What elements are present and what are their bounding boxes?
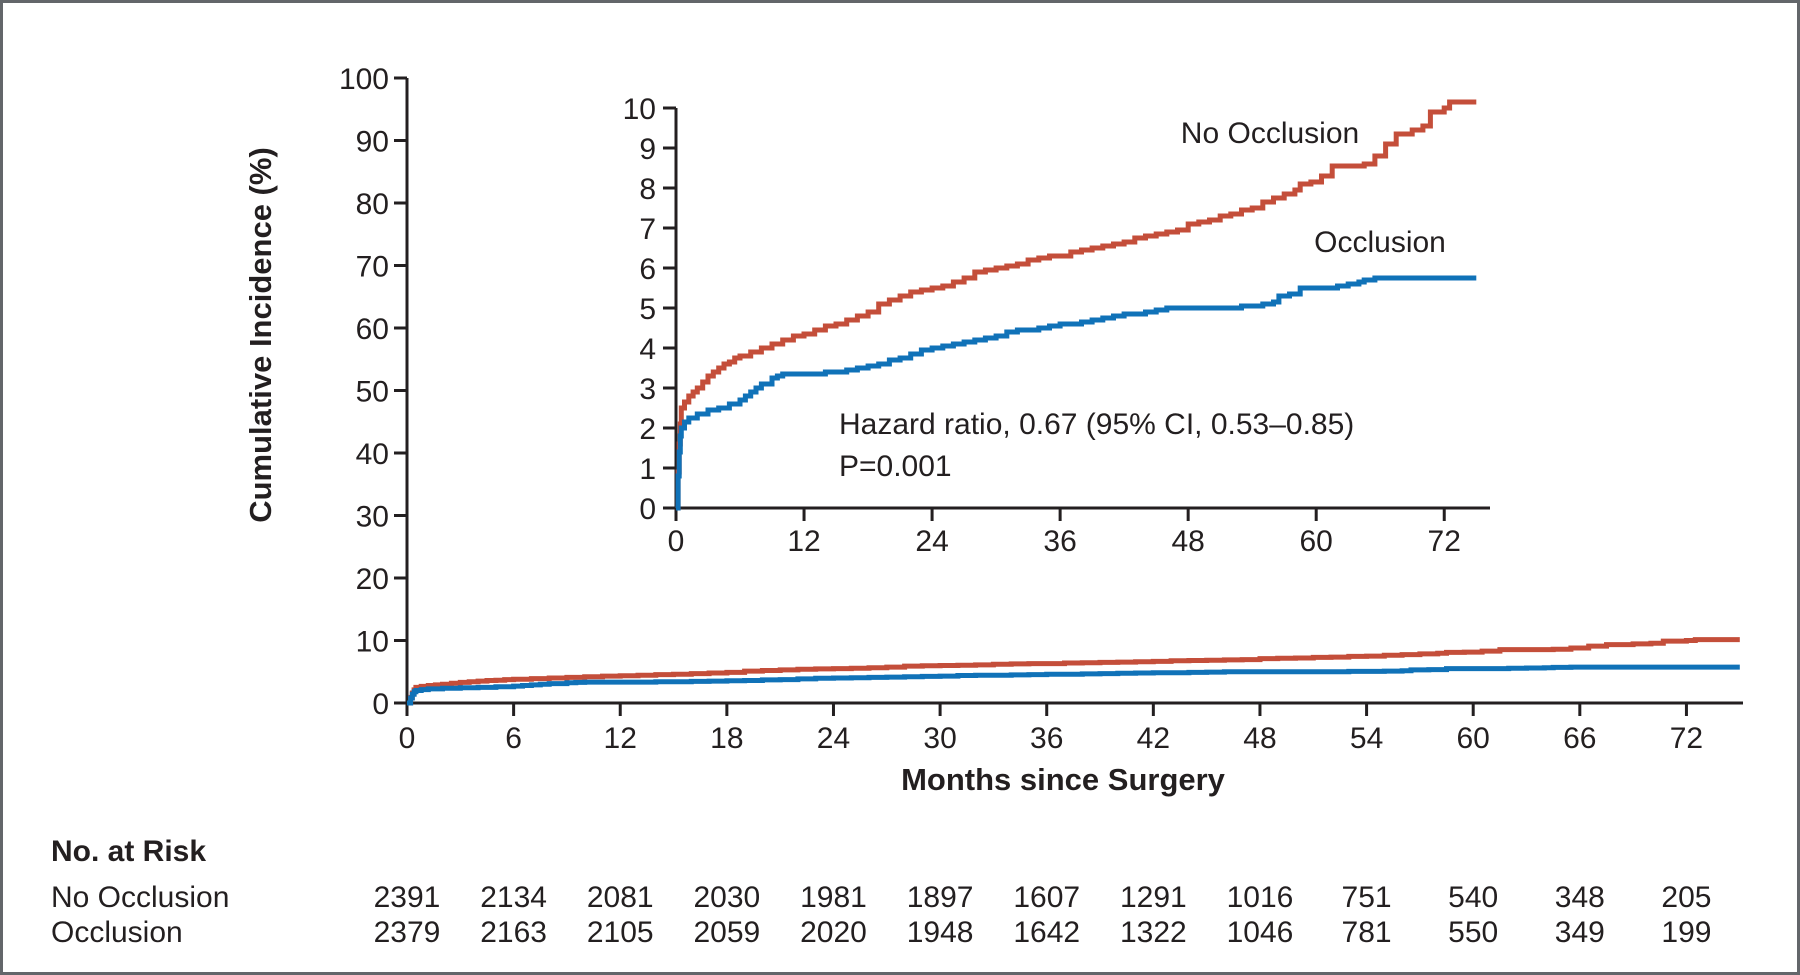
x-tick-label: 36 bbox=[1030, 722, 1063, 755]
y-tick-label: 1 bbox=[639, 453, 656, 486]
y-tick-label: 20 bbox=[356, 563, 389, 596]
curve-no-occlusion-main bbox=[407, 637, 1740, 706]
risk-count: 540 bbox=[1448, 881, 1499, 914]
risk-count: 1981 bbox=[800, 881, 867, 914]
x-tick-label: 60 bbox=[1457, 722, 1490, 755]
y-tick-label: 90 bbox=[356, 126, 389, 159]
risk-count: 2020 bbox=[800, 916, 867, 949]
risk-count: 349 bbox=[1554, 916, 1605, 949]
y-tick-label: 100 bbox=[339, 63, 389, 96]
y-tick-label: 7 bbox=[639, 213, 656, 246]
x-axis-title: Months since Surgery bbox=[901, 762, 1225, 797]
x-tick-label: 24 bbox=[915, 525, 948, 558]
risk-count: 781 bbox=[1341, 916, 1392, 949]
x-tick-label: 54 bbox=[1350, 722, 1383, 755]
x-tick-label: 72 bbox=[1428, 525, 1461, 558]
x-tick-label: 30 bbox=[923, 722, 956, 755]
hazard-ratio-annotation: Hazard ratio, 0.67 (95% CI, 0.53–0.85) bbox=[839, 408, 1355, 441]
risk-count: 2163 bbox=[480, 916, 547, 949]
y-tick-label: 9 bbox=[639, 133, 656, 166]
y-tick-label: 0 bbox=[372, 688, 389, 721]
x-tick-label: 48 bbox=[1171, 525, 1204, 558]
risk-count: 1046 bbox=[1226, 916, 1294, 949]
x-tick-label: 0 bbox=[668, 525, 685, 558]
risk-count: 1897 bbox=[906, 881, 974, 914]
x-tick-label: 6 bbox=[505, 722, 522, 755]
y-tick-label: 80 bbox=[356, 188, 389, 221]
x-tick-label: 24 bbox=[817, 722, 850, 755]
risk-count: 751 bbox=[1341, 881, 1392, 914]
curve-occlusion-main bbox=[407, 664, 1740, 706]
y-tick-label: 8 bbox=[639, 173, 656, 206]
risk-count: 2030 bbox=[693, 881, 761, 914]
risk-row-label-no-occlusion: No Occlusion bbox=[51, 881, 230, 914]
risk-count: 1642 bbox=[1013, 916, 1081, 949]
risk-count: 2134 bbox=[480, 881, 547, 914]
x-tick-label: 48 bbox=[1243, 722, 1276, 755]
y-tick-label: 6 bbox=[639, 253, 656, 286]
risk-count: 1291 bbox=[1119, 881, 1187, 914]
risk-count: 205 bbox=[1661, 881, 1712, 914]
x-tick-label: 66 bbox=[1563, 722, 1596, 755]
x-tick-label: 12 bbox=[604, 722, 637, 755]
y-tick-label: 70 bbox=[356, 251, 389, 284]
risk-count: 1322 bbox=[1119, 916, 1187, 949]
risk-count: 1948 bbox=[906, 916, 974, 949]
risk-count: 1607 bbox=[1013, 881, 1081, 914]
x-tick-label: 42 bbox=[1137, 722, 1170, 755]
risk-count: 2379 bbox=[373, 916, 441, 949]
x-tick-label: 36 bbox=[1043, 525, 1076, 558]
y-tick-label: 10 bbox=[623, 93, 656, 126]
y-tick-label: 40 bbox=[356, 438, 389, 471]
y-tick-label: 30 bbox=[356, 501, 389, 534]
y-tick-label: 2 bbox=[639, 413, 656, 446]
x-tick-label: 12 bbox=[787, 525, 820, 558]
risk-count: 2081 bbox=[586, 881, 654, 914]
cumulative-incidence-chart: 0 6 12 18 24 30 36 42 48 54 60 66 720102030405060708… bbox=[339, 63, 1743, 755]
x-tick-label: 72 bbox=[1670, 722, 1703, 755]
risk-count: 199 bbox=[1661, 916, 1712, 949]
curve-no-occlusion-inset bbox=[675, 99, 1477, 511]
p-value-annotation: P=0.001 bbox=[839, 450, 952, 483]
risk-table-header: No. at Risk bbox=[51, 835, 207, 868]
y-tick-label: 3 bbox=[639, 373, 656, 406]
y-tick-label: 5 bbox=[639, 293, 656, 326]
y-tick-label: 4 bbox=[639, 333, 656, 366]
risk-count: 550 bbox=[1448, 916, 1499, 949]
risk-count: 2391 bbox=[373, 881, 441, 914]
risk-count: 348 bbox=[1554, 881, 1605, 914]
risk-count: 1016 bbox=[1226, 881, 1294, 914]
y-tick-label: 60 bbox=[356, 313, 389, 346]
x-tick-label: 60 bbox=[1300, 525, 1333, 558]
y-tick-label: 10 bbox=[356, 626, 389, 659]
x-tick-label: 0 bbox=[399, 722, 416, 755]
series-label-occlusion: Occlusion bbox=[1314, 226, 1446, 259]
y-tick-label: 0 bbox=[639, 493, 656, 526]
risk-count: 2059 bbox=[693, 916, 761, 949]
series-label-no-occlusion: No Occlusion bbox=[1180, 117, 1360, 150]
y-axis-title: Cumulative Incidence (%) bbox=[243, 147, 278, 523]
x-tick-label: 18 bbox=[710, 722, 743, 755]
risk-count: 2105 bbox=[586, 916, 654, 949]
curve-occlusion-inset bbox=[675, 275, 1477, 511]
y-tick-label: 50 bbox=[356, 376, 389, 409]
risk-row-label-occlusion: Occlusion bbox=[51, 916, 183, 949]
